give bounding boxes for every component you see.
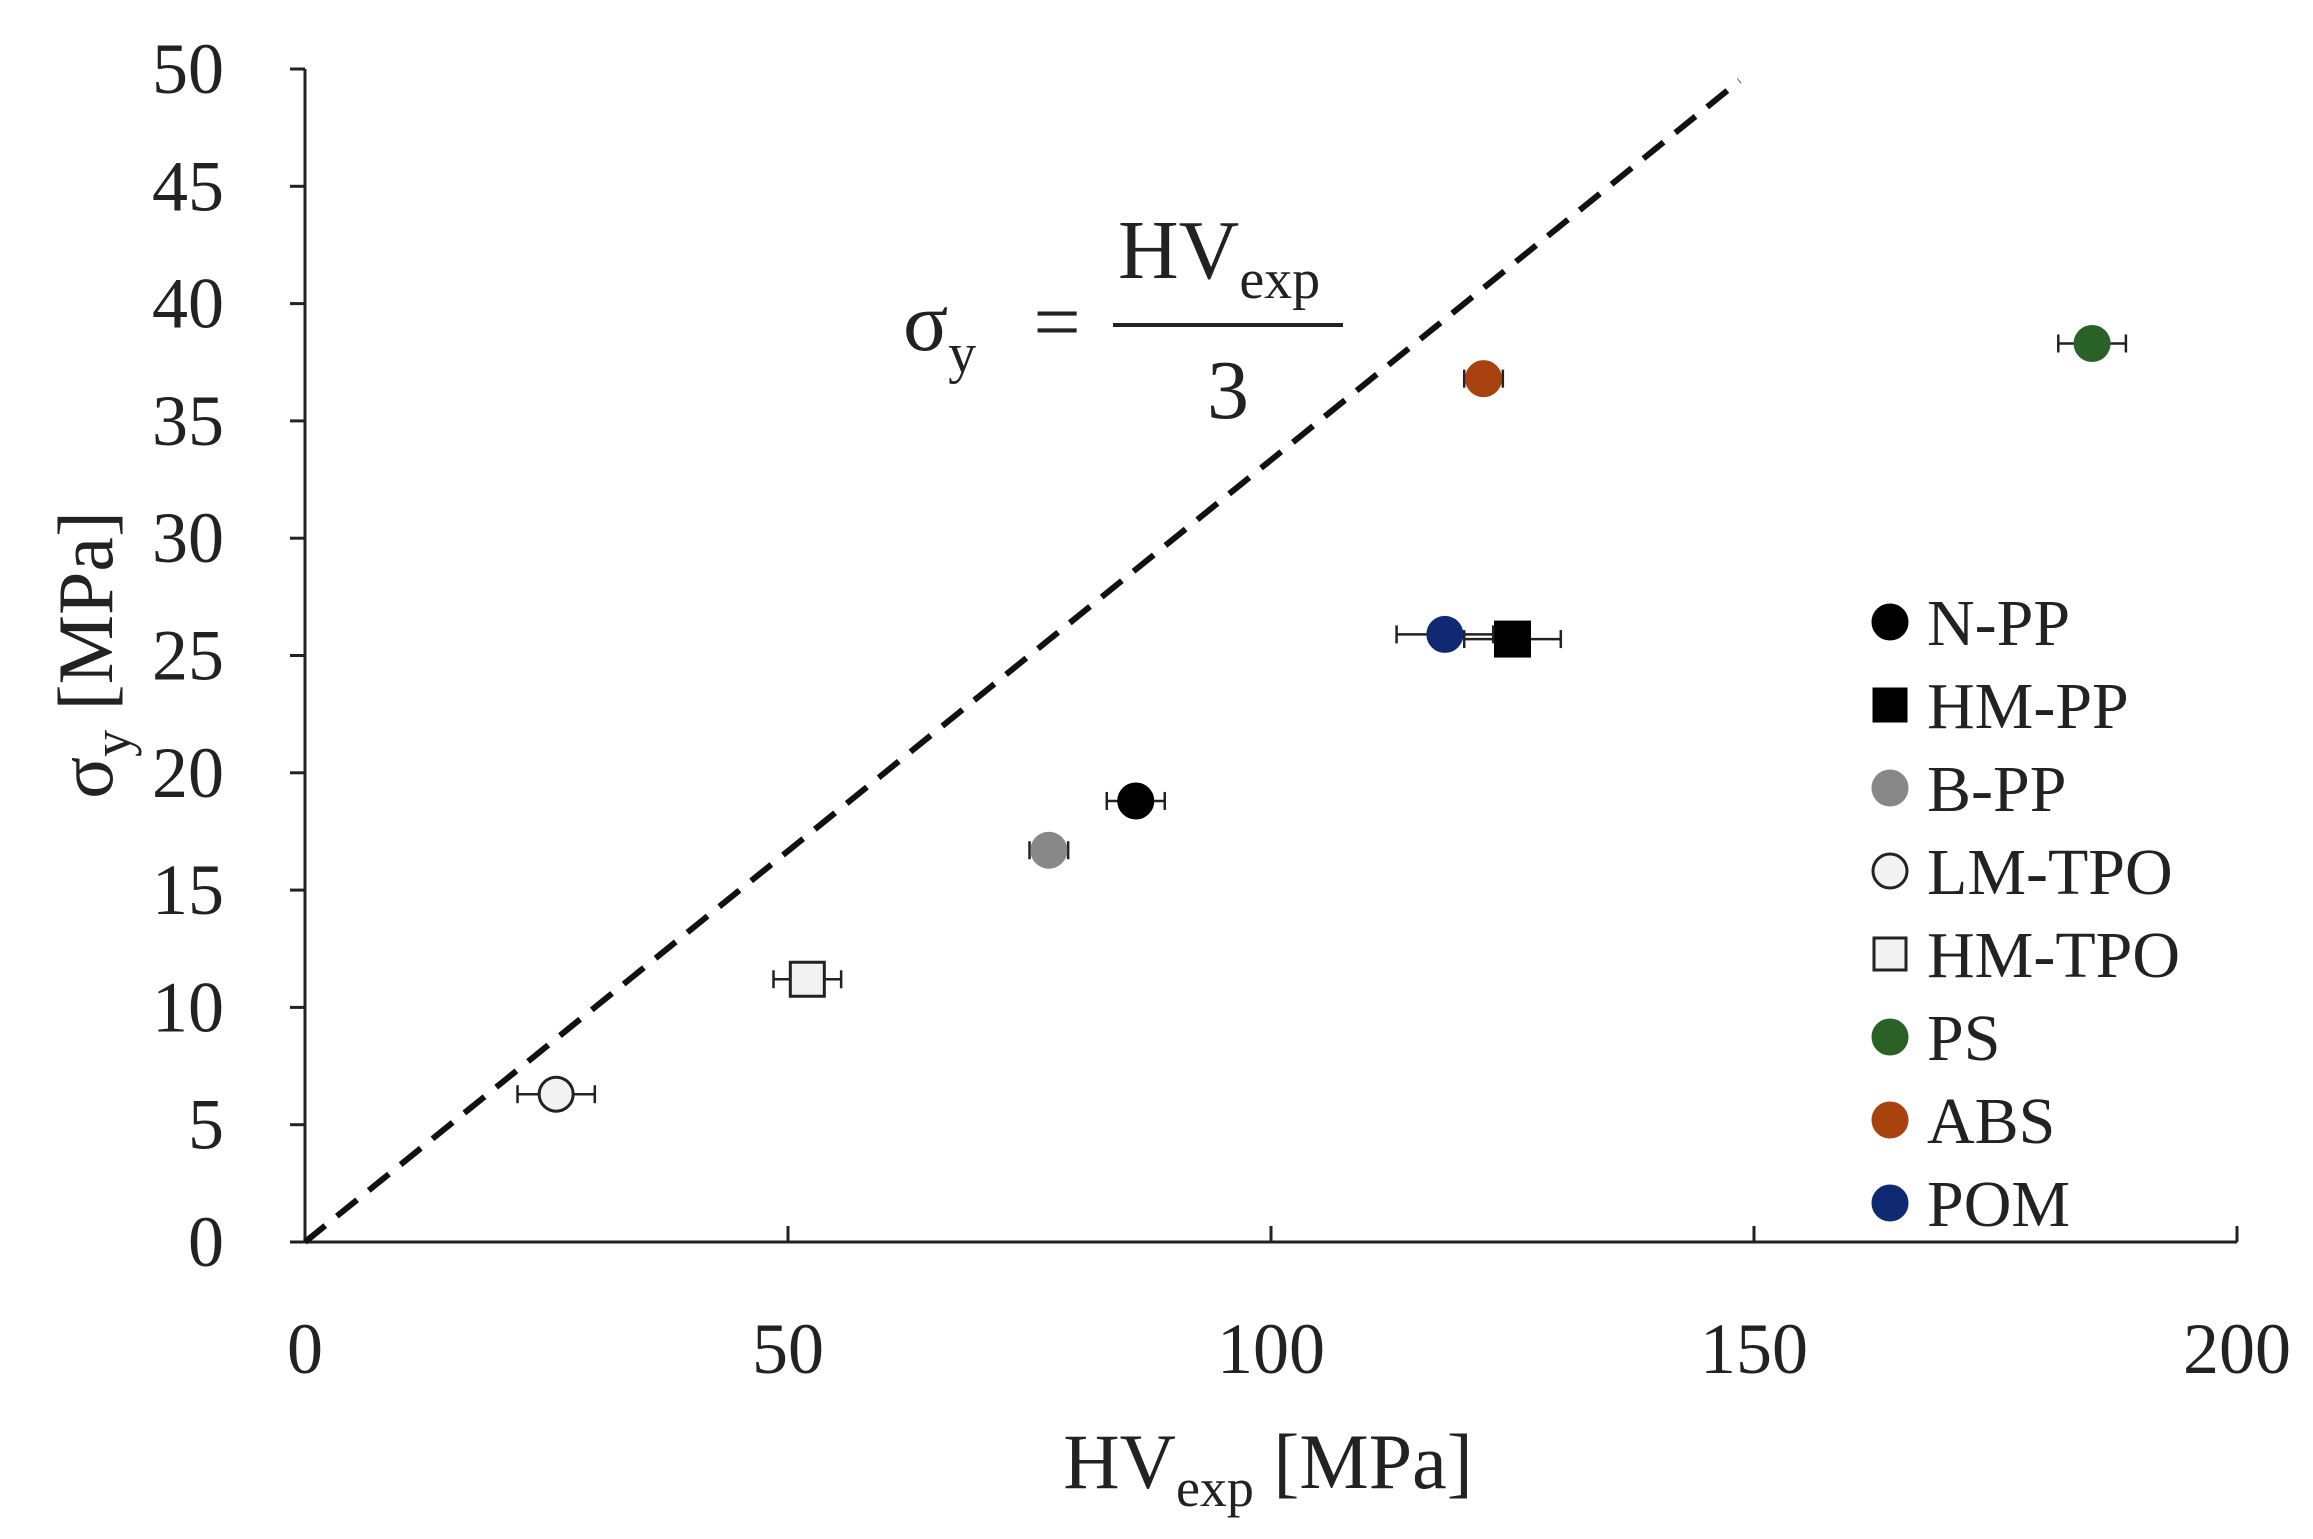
legend-label: POM: [1927, 1168, 2070, 1241]
x-axis-title-unit: [MPa]: [1254, 1418, 1473, 1505]
legend-marker: [1871, 852, 1909, 890]
axes: 0 5 10 15 20 25 30 35 40 45 50 0 50 100 150 200: [152, 29, 2291, 1389]
legend-marker: [1871, 1184, 1909, 1222]
data-point: [537, 1075, 575, 1113]
equation-annotation: σy = HVexp 3: [903, 204, 1343, 437]
equation-numerator: HVexp: [1118, 204, 1320, 311]
legend-item: PS: [1871, 1002, 2000, 1075]
data-point-group: [2057, 324, 2128, 362]
y-tick-label: 0: [188, 1202, 224, 1282]
equation-denominator: 3: [1207, 344, 1249, 437]
y-tick-label: 40: [152, 264, 224, 344]
legend-item: POM: [1871, 1168, 2070, 1241]
data-point-group: [1462, 620, 1563, 658]
data-point: [1426, 615, 1464, 653]
legend-label: LM-TPO: [1927, 836, 2173, 909]
reference-line-group: [303, 78, 1742, 1245]
equation-equals: =: [1033, 276, 1080, 369]
x-tick-label: 100: [1217, 1309, 1325, 1389]
x-tick-label: 0: [287, 1309, 323, 1389]
equation-lhs: σy: [903, 276, 976, 385]
legend-item: HM-TPO: [1872, 919, 2180, 992]
axis-titles: HVexp [MPa] σy [MPa]: [42, 511, 1473, 1518]
data-point: [1030, 831, 1068, 869]
legend-marker: [1872, 687, 1908, 723]
x-tick-label: 150: [1700, 1309, 1808, 1389]
y-tick-label: 35: [152, 381, 224, 461]
reference-line: [303, 78, 1742, 1245]
equation-numerator-subscript: exp: [1239, 249, 1320, 311]
y-tick-label: 20: [152, 733, 224, 813]
y-axis-title-subscript: y: [82, 730, 142, 757]
legend-marker: [1871, 603, 1909, 641]
legend-label: N-PP: [1927, 587, 2070, 660]
y-tick-label: 15: [152, 850, 224, 930]
legend-marker: [1871, 1018, 1909, 1056]
data-point-group: [1028, 831, 1070, 869]
legend-marker: [1871, 1101, 1909, 1139]
y-axis-title: σy [MPa]: [42, 511, 142, 799]
legend-label: ABS: [1927, 1085, 2055, 1158]
data-point: [1117, 782, 1155, 820]
legend-label: HM-TPO: [1927, 919, 2180, 992]
data-point-group: [772, 960, 843, 998]
equation-lhs-subscript: y: [948, 323, 976, 385]
data-point-group: [1462, 360, 1505, 398]
data-points: [516, 324, 2128, 1113]
y-tick-label: 10: [152, 967, 224, 1047]
x-axis-title-subscript: exp: [1176, 1458, 1254, 1518]
data-point: [1494, 620, 1531, 658]
data-point: [788, 960, 826, 998]
x-axis-title: HVexp [MPa]: [1063, 1418, 1472, 1518]
legend-item: LM-TPO: [1871, 836, 2173, 909]
legend-label: PS: [1927, 1002, 2000, 1075]
data-point-group: [1105, 782, 1166, 820]
x-tick-label: 50: [752, 1309, 824, 1389]
legend: N-PP HM-PP B-PP LM-TPO HM-TPO PS ABS POM: [1871, 587, 2180, 1241]
y-tick-label: 25: [152, 616, 224, 696]
data-point: [1465, 360, 1503, 398]
legend-item: N-PP: [1871, 587, 2070, 660]
legend-item: HM-PP: [1872, 670, 2129, 743]
legend-marker: [1871, 769, 1909, 807]
legend-item: B-PP: [1871, 753, 2066, 826]
legend-item: ABS: [1871, 1085, 2055, 1158]
x-tick-label: 200: [2183, 1309, 2291, 1389]
data-point-group: [516, 1075, 597, 1113]
y-axis-title-unit: [MPa]: [42, 511, 129, 730]
data-point-group: [1395, 615, 1495, 653]
y-tick-label: 45: [152, 146, 224, 226]
y-tick-label: 5: [188, 1085, 224, 1165]
y-tick-label: 30: [152, 498, 224, 578]
y-tick-label: 50: [152, 29, 224, 109]
data-point: [2073, 324, 2111, 362]
legend-marker: [1872, 936, 1908, 972]
legend-label: B-PP: [1927, 753, 2066, 826]
legend-label: HM-PP: [1927, 670, 2129, 743]
